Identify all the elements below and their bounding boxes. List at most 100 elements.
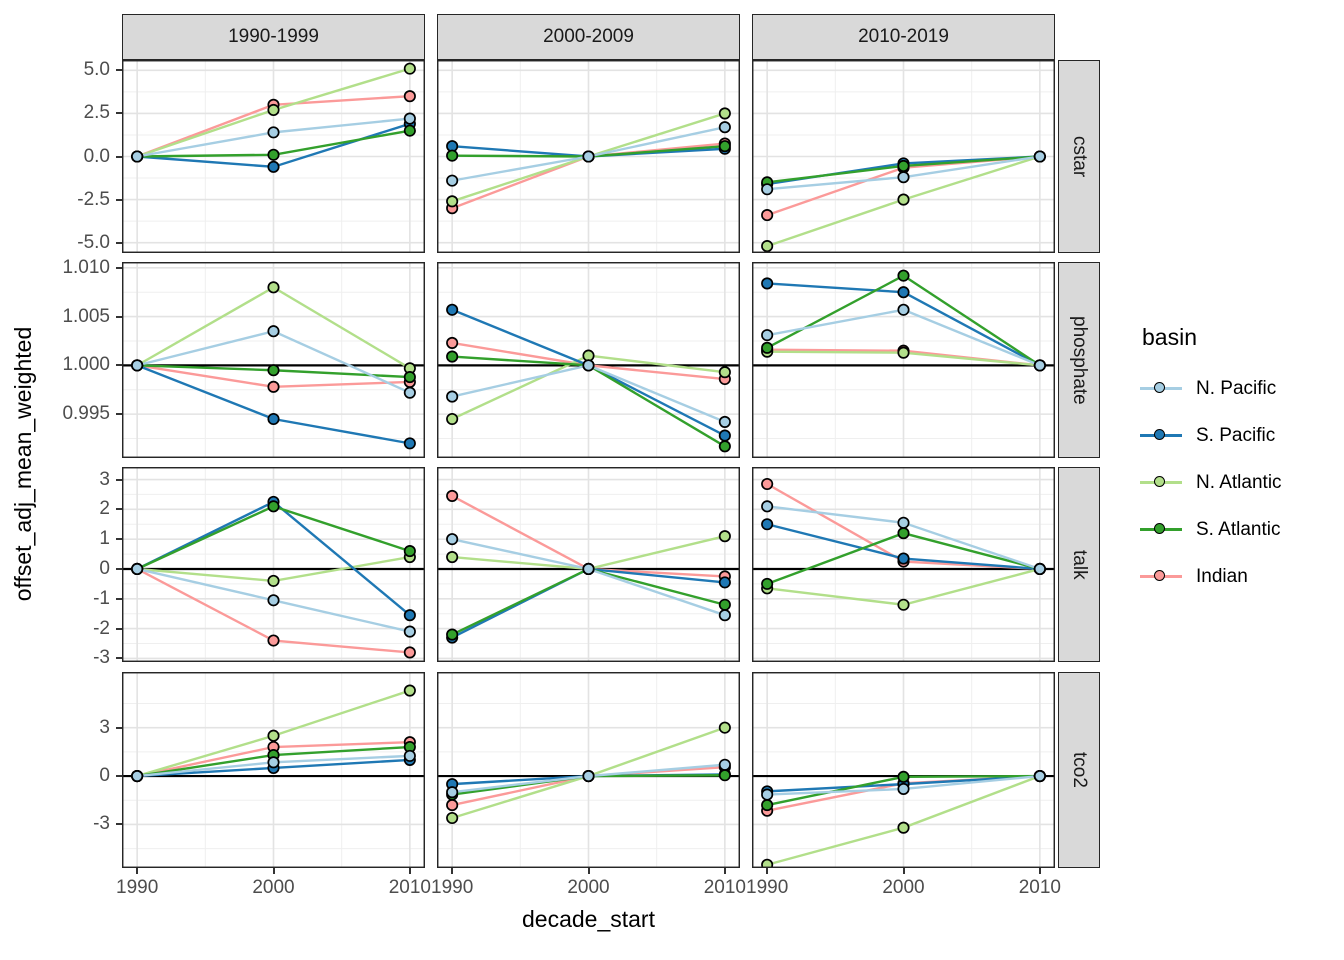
data-point-n-pacific [1033,562,1046,576]
data-point-n-atlantic [897,821,910,834]
data-point-n-atlantic [761,858,774,868]
data-point-s-pacific [718,429,731,442]
series-points [131,281,416,450]
legend-key-icon [1140,565,1182,589]
y-tick [116,112,122,115]
data-point-s-pacific [446,303,459,316]
series-points [131,684,416,783]
facet-col-strip-2000-2009: 2000-2009 [437,14,740,60]
data-point-n-atlantic [718,530,731,543]
y-tick-label: 1.010 [62,256,110,278]
data-point-n-atlantic [897,346,910,359]
x-tick [902,868,905,874]
legend: basin N. Pacific S. Pacific N. Atlantic S. … [1140,324,1344,600]
y-tick-label: 0.995 [62,403,110,425]
data-point-n-pacific [897,303,910,316]
facet-row-strip-tco2: tco2 [1058,672,1100,868]
x-axis-title: decade_start [522,906,655,932]
panel-border [122,467,425,662]
data-point-n-atlantic [897,193,910,206]
y-tick [116,657,122,660]
data-point-n-pacific [267,594,280,607]
data-point-n-atlantic [582,349,595,362]
data-point-n-pacific [446,786,459,799]
data-point-n-atlantic [267,103,280,117]
data-point-n-atlantic [718,366,731,379]
data-point-n-pacific [761,329,774,342]
data-point-indian [267,634,280,647]
x-tick-label: 1990 [746,877,789,898]
data-point-n-pacific [761,500,774,513]
data-point-s-atlantic [897,269,910,282]
legend-key-icon [1140,471,1182,495]
panel-tco2-1990-1999 [122,672,425,868]
data-point-n-pacific [897,171,910,184]
panel-cstar-2000-2009 [437,60,740,253]
data-point-n-pacific [131,150,144,163]
data-point-n-atlantic [267,729,280,742]
data-point-s-atlantic [403,545,416,558]
data-point-n-pacific [582,562,595,576]
data-point-s-pacific [761,518,774,531]
data-point-n-pacific [718,121,731,134]
panel-cstar-1990-1999 [122,60,425,253]
y-tick-label: -3 [93,647,110,669]
x-tick [587,868,590,874]
data-point-n-atlantic [446,550,459,564]
y-tick [116,478,122,481]
data-point-n-atlantic [897,598,910,611]
data-point-n-pacific [1033,359,1046,372]
data-point-n-pacific [403,625,416,638]
x-tick [723,868,726,874]
data-point-n-atlantic [718,721,731,734]
y-tick [116,538,122,541]
y-tick-label: 3 [99,468,110,490]
data-point-n-pacific [131,769,144,783]
y-tick [116,627,122,630]
facet-row-strip-phosphate: phosphate [1058,262,1100,458]
panel-border [752,672,1055,868]
y-tick [116,413,122,416]
y-tick-label: -5.0 [77,231,110,253]
panel-talk-1990-1999 [122,467,425,662]
legend-key-dot [1154,429,1165,440]
data-point-s-pacific [267,412,280,426]
data-point-indian [403,90,416,103]
y-tick-label: 1.005 [62,305,110,327]
data-point-s-pacific [897,552,910,565]
data-point-n-pacific [897,516,910,529]
panel-border [752,262,1055,458]
x-tick-label: 2010 [1018,877,1061,898]
panel-tco2-2000-2009 [437,672,740,868]
data-point-n-atlantic [403,62,416,75]
y-tick [116,597,122,600]
data-point-indian [446,799,459,812]
legend-label: S. Atlantic [1196,518,1281,540]
panel-talk-2000-2009 [437,467,740,662]
legend-key-dot [1154,523,1165,534]
grid-major [752,467,1055,662]
facet-row-strip-cstar: cstar [1058,60,1100,253]
legend-label: N. Atlantic [1196,471,1282,493]
data-point-n-atlantic [718,107,731,120]
series-points [761,769,1046,868]
data-point-n-pacific [267,126,280,139]
series-points [131,62,416,173]
data-point-n-atlantic [446,811,459,825]
data-point-s-atlantic [267,148,280,161]
facet-col-strip-2010-2019: 2010-2019 [752,14,1055,60]
data-point-n-pacific [446,174,459,187]
data-point-n-pacific [582,359,595,372]
data-point-n-pacific [1033,769,1046,783]
data-point-s-atlantic [446,350,459,363]
legend-key-icon [1140,377,1182,401]
data-point-indian [761,477,774,491]
data-point-s-atlantic [446,149,459,162]
panel-tco2-2010-2019 [752,672,1055,868]
data-point-s-pacific [403,437,416,450]
y-tick-label: 3 [99,716,110,738]
y-tick-label: 2.5 [83,102,110,124]
data-point-s-atlantic [897,527,910,540]
data-point-n-pacific [718,415,731,428]
